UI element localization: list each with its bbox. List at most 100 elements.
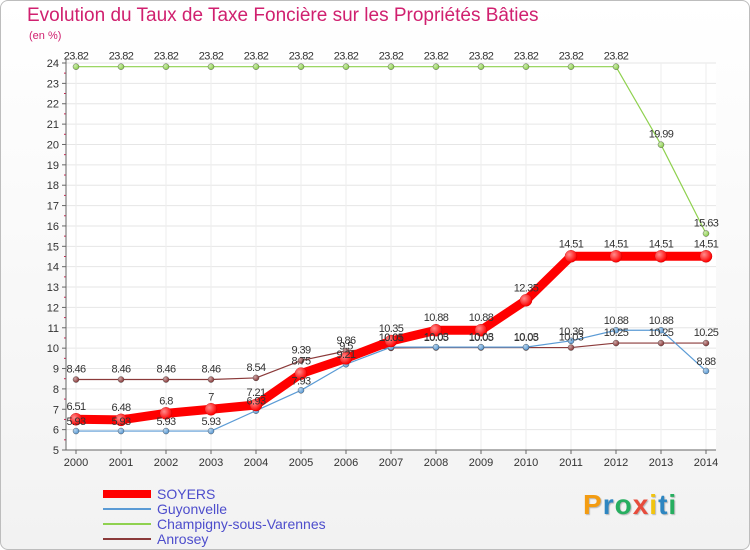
data-point-highlight	[163, 376, 169, 383]
data-label-anrosey: 8.46	[156, 364, 175, 376]
data-label-guyonvelle: 5.93	[156, 416, 175, 428]
series-soyers	[69, 250, 713, 427]
y-tick-label: 18	[47, 180, 59, 192]
x-tick-label: 2006	[334, 457, 358, 469]
data-point-highlight	[658, 141, 664, 148]
data-point-highlight	[475, 324, 487, 337]
data-label-champigny-sous-varennes: 19.99	[649, 129, 674, 141]
x-tick-label: 2013	[649, 457, 673, 469]
logo-letter: r	[602, 489, 615, 520]
data-label-champigny-sous-varennes: 23.82	[379, 51, 404, 63]
x-tick-label: 2002	[154, 457, 178, 469]
data-label-soyers: 6.8	[159, 395, 173, 407]
data-point-highlight	[658, 327, 664, 334]
data-point-highlight	[613, 327, 619, 334]
logo-letter: t	[658, 489, 669, 520]
legend-swatch-anrosey	[103, 538, 151, 540]
data-label-champigny-sous-varennes: 23.82	[424, 51, 449, 63]
data-point-highlight	[298, 63, 304, 70]
x-tick-label: 2005	[289, 457, 313, 469]
y-tick-label: 9	[53, 364, 59, 376]
y-tick-label: 10	[47, 343, 59, 355]
y-tick-label: 7	[53, 404, 59, 416]
legend-item-champigny[interactable]: Champigny-sous-Varennes	[103, 516, 326, 532]
y-tick-label: 17	[47, 201, 59, 213]
data-point-highlight	[568, 337, 574, 344]
legend-swatch-champigny	[103, 523, 151, 525]
data-label-guyonvelle: 10.88	[649, 315, 674, 327]
data-labels-layer: 23.82 23.82 23.82 23.82 23.82 23.82 23.82 23.82…	[64, 51, 720, 428]
data-point-highlight	[115, 413, 127, 426]
legend-item-soyers[interactable]: SOYERS	[103, 486, 215, 502]
y-tick-label: 21	[47, 119, 59, 131]
x-tick-label: 2003	[199, 457, 223, 469]
y-tick-label: 19	[47, 160, 59, 172]
y-axis-unit-label: (en %)	[29, 30, 62, 42]
data-label-guyonvelle: 7.93	[291, 375, 310, 387]
y-tick-label: 6	[53, 425, 59, 437]
logo-letter: o	[614, 489, 633, 520]
data-point-highlight	[478, 344, 484, 351]
logo-letter: x	[632, 489, 650, 520]
legend-label-soyers: SOYERS	[157, 486, 216, 502]
data-label-soyers: 6.48	[111, 402, 130, 414]
data-label-champigny-sous-varennes: 23.82	[109, 51, 134, 63]
legend-label-anrosey: Anrosey	[157, 531, 209, 547]
data-label-soyers: 14.51	[559, 238, 584, 250]
data-label-champigny-sous-varennes: 23.82	[604, 51, 629, 63]
data-label-anrosey: 10.25	[649, 327, 674, 339]
data-label-champigny-sous-varennes: 23.82	[469, 51, 494, 63]
legend-swatch-soyers	[103, 490, 151, 498]
x-tick-label: 2012	[604, 457, 628, 469]
data-point-highlight	[208, 428, 214, 435]
data-point-highlight	[118, 376, 124, 383]
data-label-anrosey: 10.03	[424, 332, 449, 344]
data-label-champigny-sous-varennes: 23.82	[334, 51, 359, 63]
series-champigny-sous-varennes	[72, 63, 710, 237]
data-label-anrosey: 10.25	[694, 327, 719, 339]
data-label-anrosey: 10.25	[604, 327, 629, 339]
y-tick-label: 13	[47, 282, 59, 294]
data-label-anrosey: 8.46	[66, 364, 85, 376]
y-tick-label: 12	[47, 302, 59, 314]
data-label-soyers: 10.35	[379, 323, 404, 335]
data-label-guyonvelle: 5.93	[201, 416, 220, 428]
logo-letter: i	[668, 489, 678, 520]
data-point-highlight	[658, 340, 664, 347]
data-point-highlight	[205, 403, 217, 416]
x-tick-label: 2001	[109, 457, 133, 469]
legend-item-anrosey[interactable]: Anrosey	[103, 531, 208, 547]
data-label-champigny-sous-varennes: 23.82	[199, 51, 224, 63]
data-point-highlight	[565, 250, 577, 263]
data-point-highlight	[703, 367, 709, 374]
x-tick-label: 2011	[559, 457, 583, 469]
y-tick-label: 11	[48, 323, 59, 335]
data-point-highlight	[613, 63, 619, 70]
data-point-highlight	[298, 357, 304, 364]
data-point-highlight	[253, 63, 259, 70]
data-point-highlight	[160, 407, 172, 420]
data-label-champigny-sous-varennes: 15.63	[694, 217, 719, 229]
logo-letter: i	[649, 489, 659, 520]
data-point-highlight	[520, 294, 532, 307]
data-label-guyonvelle: 10.05	[469, 332, 494, 344]
data-label-anrosey: 9.39	[291, 345, 310, 357]
data-label-guyonvelle: 5.93	[111, 416, 130, 428]
legend-swatch-guyonvelle	[103, 508, 151, 510]
data-point-highlight	[433, 344, 439, 351]
x-tick-label: 2000	[64, 457, 88, 469]
y-tick-label: 8	[53, 384, 59, 396]
data-label-guyonvelle: 9.21	[336, 349, 355, 361]
proxiti-logo: Proxiti	[583, 489, 677, 521]
data-label-champigny-sous-varennes: 23.82	[154, 51, 179, 63]
data-label-anrosey: 10.01	[379, 332, 404, 344]
legend-item-guyonvelle[interactable]: Guyonvelle	[103, 501, 227, 517]
x-tick-label: 2007	[379, 457, 403, 469]
data-point-highlight	[73, 63, 79, 70]
y-tick-label: 16	[47, 221, 59, 233]
y-tick-label: 22	[47, 99, 59, 111]
data-point-highlight	[385, 335, 397, 348]
data-label-anrosey: 8.54	[246, 362, 265, 374]
data-point-highlight	[163, 428, 169, 435]
data-label-soyers: 7.21	[246, 387, 265, 399]
